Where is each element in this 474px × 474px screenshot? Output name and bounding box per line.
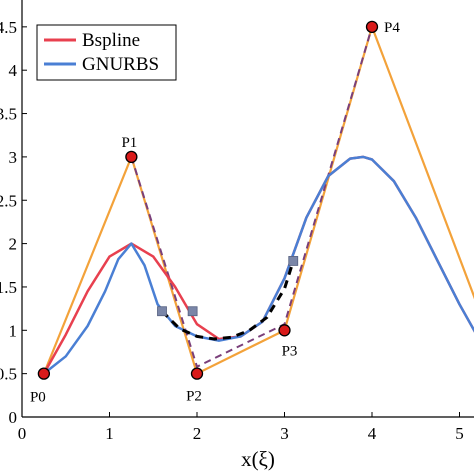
y-tick-label-0: 0: [9, 408, 18, 427]
control-points: P0P1P2P3P4P5: [30, 20, 400, 406]
control-point-p2: [190, 367, 204, 380]
y-tick-label-6: 3: [9, 148, 18, 167]
control-point-p0: [37, 367, 51, 380]
x-tick-label-0: 0: [18, 424, 27, 443]
legend-label-gnurbs: GNURBS: [82, 54, 159, 75]
control-point-label-p2: P2: [186, 389, 202, 405]
control-point-label-p4: P4: [384, 20, 400, 36]
axes: 0 1 2 3 4 5 0 0.5 1 1.5 2 2.5 3 3.5 4 4.5: [0, 0, 474, 443]
control-point-label-p3: P3: [282, 343, 298, 359]
square-marker-0: [157, 306, 167, 317]
x-tick-label-2: 2: [193, 424, 202, 443]
y-tick-label-4: 2: [9, 235, 18, 254]
legend: Bspline GNURBS: [36, 24, 177, 81]
legend-box: [36, 24, 177, 81]
y-tick-label-8: 4: [9, 61, 18, 80]
control-polygon: [42, 23, 474, 376]
control-point-label-p1: P1: [121, 135, 137, 151]
legend-label-bspline: Bspline: [82, 30, 140, 51]
y-tick-label-2: 1: [9, 321, 18, 340]
control-point-p3: [278, 324, 291, 337]
series-line-gnurbs: [42, 155, 474, 375]
local-segment-line: [160, 260, 295, 341]
y-tick-label-1: 0.5: [0, 365, 17, 384]
x-tick-label-5: 5: [455, 424, 464, 443]
x-tick-label-1: 1: [105, 424, 114, 443]
control-point-label-p0: P0: [30, 390, 46, 406]
y-tick-label-9: 4.5: [0, 18, 17, 37]
square-marker-2: [288, 256, 299, 266]
x-tick-label-4: 4: [368, 424, 377, 443]
y-tick-label-5: 2.5: [0, 191, 17, 210]
x-tick-label-3: 3: [280, 424, 289, 443]
control-point-p1: [125, 150, 138, 164]
x-axis-label: x(ξ): [241, 447, 275, 471]
series-line-bspline: [42, 155, 474, 375]
square-marker-1: [187, 306, 198, 317]
y-tick-label-3: 1.5: [0, 278, 17, 297]
y-tick-label-7: 3.5: [0, 105, 17, 124]
plot-area: [42, 23, 474, 376]
control-point-p4: [365, 20, 379, 34]
